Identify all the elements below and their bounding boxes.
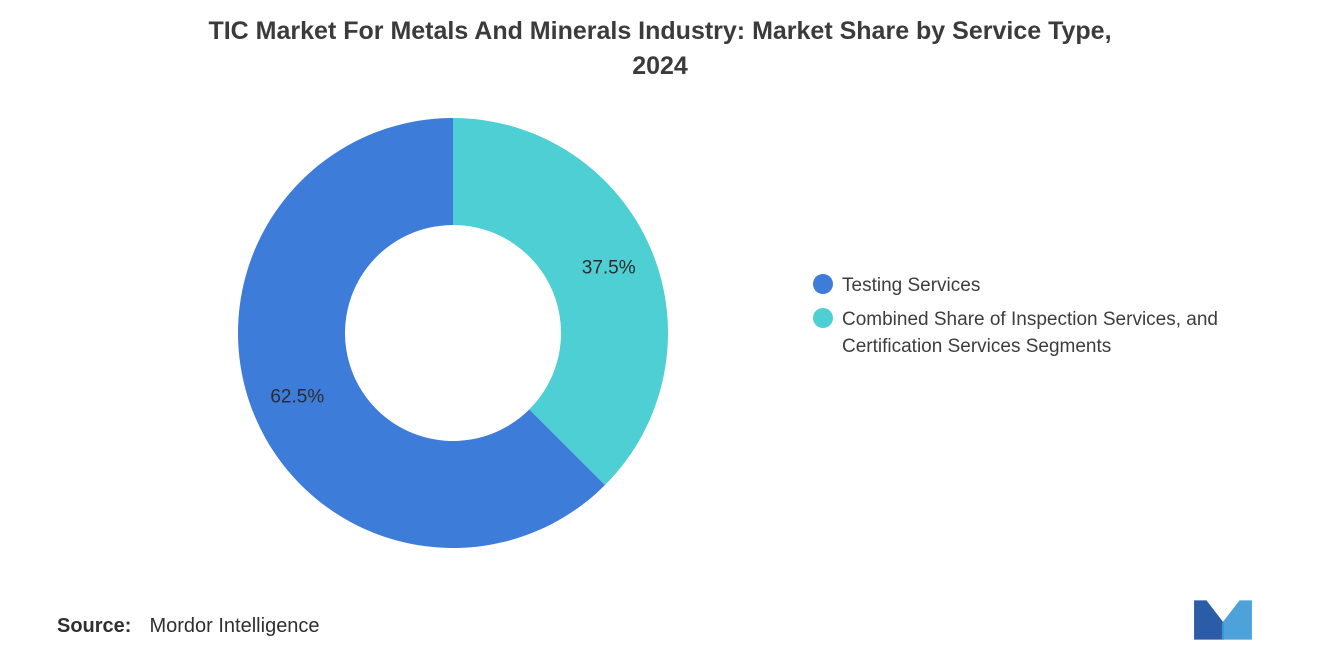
donut-slice-label-1: 37.5% (582, 258, 636, 279)
chart-title: TIC Market For Metals And Minerals Indus… (0, 14, 1320, 84)
logo-left-shape (1194, 600, 1225, 640)
chart-legend: Testing Services Combined Share of Inspe… (813, 272, 1272, 361)
donut-slice-1 (453, 118, 669, 486)
donut-slice-label-0: 62.5% (270, 387, 324, 408)
logo-right-shape (1221, 600, 1252, 640)
mordor-intelligence-logo-icon (1194, 600, 1252, 640)
source-value: Mordor Intelligence (149, 615, 320, 637)
source-attribution: Source: Mordor Intelligence (57, 615, 320, 638)
donut-chart: 62.5% 37.5% (238, 118, 669, 548)
legend-item-testing-services: Testing Services (813, 272, 1272, 300)
legend-item-combined-share: Combined Share of Inspection Services, a… (813, 306, 1272, 361)
legend-bullet-testing-services-icon (813, 274, 833, 294)
source-label: Source: (57, 615, 132, 637)
chart-title-line1: TIC Market For Metals And Minerals Indus… (208, 17, 1112, 45)
legend-bullet-combined-share-icon (813, 307, 833, 328)
donut-chart-area: 62.5% 37.5% (238, 118, 669, 548)
donut-slice-0 (238, 118, 606, 548)
legend-label-testing-services: Testing Services (842, 275, 981, 296)
chart-title-line2: 2024 (632, 52, 688, 80)
legend-label-combined-share: Combined Share of Inspection Services, a… (842, 308, 1218, 358)
